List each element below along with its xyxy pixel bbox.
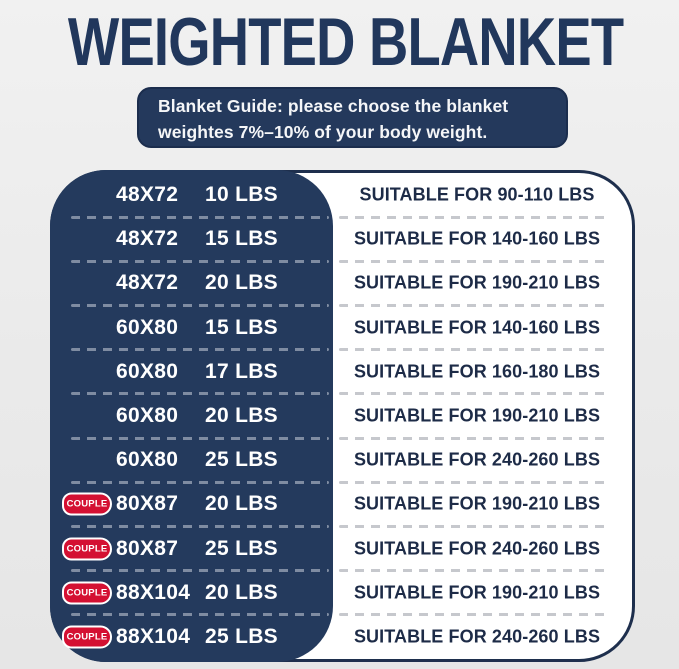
suitable-cell: SUITABLE FOR 90-110 LBS [359,184,595,205]
table-row: 60X80 15 LBS SUITABLE FOR 140-160 LBS [53,306,632,352]
suitable-cell: SUITABLE FOR 190-210 LBS [353,405,601,426]
row-divider-light [339,304,610,308]
size-cell: 48X72 [116,227,179,251]
row-divider-light [339,392,610,396]
table-row: 48X72 20 LBS SUITABLE FOR 190-210 LBS [53,261,632,308]
weight-cell: 15 LBS [205,227,278,251]
weight-cell: 17 LBS [205,359,278,383]
table-row: COUPLE 88X104 25 LBS SUITABLE FOR 240-26… [53,615,632,659]
table-row: COUPLE 88X104 20 LBS SUITABLE FOR 190-21… [53,571,632,617]
row-divider-light [339,569,610,573]
suitable-cell: SUITABLE FOR 140-160 LBS [353,228,601,249]
row-divider-light [339,348,610,352]
size-cell: 80X87 [116,492,179,516]
size-cell: 60X80 [116,448,179,472]
row-divider-light [339,215,610,219]
size-cell: 48X72 [116,271,179,295]
row-divider-light [339,480,610,484]
row-divider-dark [71,525,329,528]
row-divider-dark [71,304,329,308]
row-divider-dark [71,259,329,263]
suitable-cell: SUITABLE FOR 240-260 LBS [353,626,601,647]
guide-banner-line1: Blanket Guide: please choose the blanket [158,96,509,116]
size-cell: 48X72 [116,183,179,207]
weight-cell: 20 LBS [205,404,278,428]
table-row: 60X80 20 LBS SUITABLE FOR 190-210 LBS [53,394,632,440]
row-divider-light [339,613,610,617]
row-divider-dark [71,569,329,573]
weight-cell: 15 LBS [205,315,278,339]
weight-cell: 25 LBS [205,624,278,648]
weight-cell: 20 LBS [205,271,278,295]
weight-cell: 20 LBS [205,580,278,604]
page-title: WEIGHTED BLANKET [67,4,624,80]
table-rows: 48X72 10 LBS SUITABLE FOR 90-110 LBS 48X… [53,173,632,659]
guide-banner-line2: weightes 7%–10% of your body weight. [158,122,488,142]
weight-cell: 25 LBS [205,536,278,560]
row-divider-light [339,525,610,528]
size-cell: 60X80 [116,315,179,339]
size-cell: 60X80 [116,359,179,383]
size-guide-table: 48X72 10 LBS SUITABLE FOR 90-110 LBS 48X… [50,170,635,662]
weight-cell: 20 LBS [205,492,278,516]
table-row: COUPLE 80X87 25 LBS SUITABLE FOR 240-260… [53,527,632,573]
suitable-cell: SUITABLE FOR 190-210 LBS [353,582,601,603]
row-divider-dark [71,436,329,440]
table-row: 48X72 15 LBS SUITABLE FOR 140-160 LBS [53,217,632,263]
row-divider-dark [71,613,329,617]
suitable-cell: SUITABLE FOR 240-260 LBS [353,538,601,559]
table-row: 60X80 17 LBS SUITABLE FOR 160-180 LBS [53,350,632,396]
row-divider-dark [71,348,329,352]
table-left-panel [50,170,333,662]
size-cell: 80X87 [116,536,179,560]
table-row: COUPLE 80X87 20 LBS SUITABLE FOR 190-210… [53,482,632,528]
couple-badge: COUPLE [62,492,112,516]
row-divider-light [339,259,610,263]
size-cell: 88X104 [116,580,191,604]
table-row: 60X80 25 LBS SUITABLE FOR 240-260 LBS [53,438,632,484]
suitable-cell: SUITABLE FOR 190-210 LBS [353,493,601,514]
couple-badge: COUPLE [62,581,112,605]
suitable-cell: SUITABLE FOR 240-260 LBS [353,449,601,470]
row-divider-dark [71,392,329,396]
size-cell: 88X104 [116,624,191,648]
suitable-cell: SUITABLE FOR 190-210 LBS [353,272,601,293]
row-divider-dark [71,215,329,219]
row-divider-light [339,436,610,440]
table-row: 48X72 10 LBS SUITABLE FOR 90-110 LBS [53,173,632,219]
couple-badge: COUPLE [62,625,112,649]
weight-cell: 25 LBS [205,448,278,472]
couple-badge: COUPLE [62,537,112,561]
row-divider-dark [71,480,329,484]
suitable-cell: SUITABLE FOR 140-160 LBS [353,317,601,338]
weight-cell: 10 LBS [205,183,278,207]
suitable-cell: SUITABLE FOR 160-180 LBS [353,361,601,382]
size-cell: 60X80 [116,404,179,428]
guide-banner: Blanket Guide: please choose the blanket… [137,87,568,148]
